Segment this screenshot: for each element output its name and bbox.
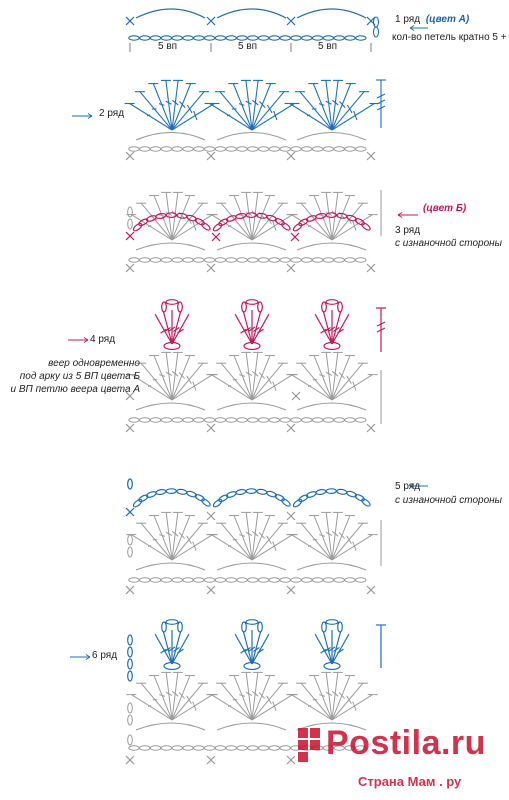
row-1-note: кол-во петель кратно 5 + 1 (392, 32, 509, 43)
chain-label-3: 5 вп (318, 41, 338, 52)
row-4-note-2: под арку из 5 ВП цвета Б (19, 371, 140, 382)
row-1-stitches (125, 8, 380, 52)
watermark-logo-icon (298, 728, 320, 762)
chain-label-2: 5 вп (238, 41, 258, 52)
row-1-color-note: (цвет А) (425, 14, 470, 25)
row-1-gray-base (125, 132, 376, 161)
row-3-label: 3 ряд (395, 225, 421, 236)
watermark-sub: Страна Мам . ру (358, 774, 462, 789)
row-3-stitches (125, 190, 382, 273)
row-4-stitches (125, 299, 386, 433)
row-4-note-1: веер одновременно (48, 358, 140, 369)
watermark: Postila.ru Страна Мам . ру (296, 722, 506, 794)
row-2-label: 2 ряд (99, 108, 125, 119)
row-6-stitches (125, 619, 386, 765)
row-5-label: 5 ряд (395, 481, 421, 492)
row-1-label: 1 ряд (цвет А) (395, 14, 469, 25)
row-3-color-note: (цвет Б) (423, 203, 467, 214)
row-3-note: с изнаночной стороны (395, 238, 503, 249)
row-4-label: 4 ряд (90, 334, 116, 345)
row-1-title: 1 ряд (395, 14, 421, 25)
row-arrows (68, 25, 428, 660)
row-4-note-3: и ВП петлю веера цвета А (10, 384, 140, 395)
row-5-note: с изнаночной стороны (395, 495, 503, 506)
watermark-brand: Postila.ru (326, 724, 486, 762)
row-5-stitches (125, 478, 382, 595)
row-6-label: 6 ряд (92, 650, 118, 661)
row-2-stitches (124, 79, 386, 131)
chain-label-1: 5 вп (158, 41, 178, 52)
